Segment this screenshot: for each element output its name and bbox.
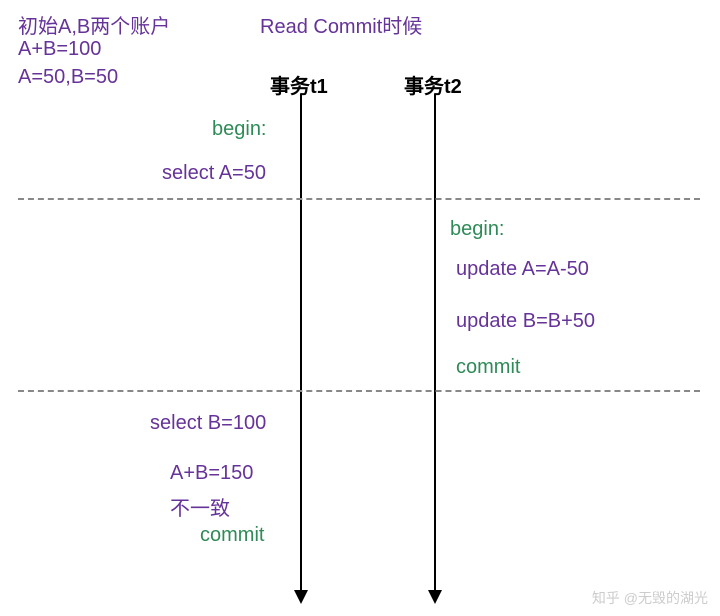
t2-update-a: update A=A-50 — [456, 258, 589, 281]
dash-2 — [18, 390, 700, 392]
timeline-t2 — [434, 94, 436, 590]
t1-inconsistent: 不一致 — [170, 492, 230, 521]
header-line3: A=50,B=50 — [18, 66, 118, 89]
watermark: 知乎 @无毁的湖光 — [592, 588, 708, 608]
t1-select-a: select A=50 — [162, 162, 266, 185]
header-line2: A+B=100 — [18, 38, 101, 61]
t2-begin: begin: — [450, 218, 505, 241]
header-title: Read Commit时候 — [260, 10, 422, 39]
timeline-t1-arrow — [294, 590, 308, 604]
timeline-t2-arrow — [428, 590, 442, 604]
t1-commit: commit — [200, 524, 264, 547]
t1-label: 事务t1 — [270, 70, 328, 99]
dash-1 — [18, 198, 700, 200]
t1-select-b: select B=100 — [150, 412, 266, 435]
header-line1: 初始A,B两个账户 — [18, 10, 170, 39]
t2-update-b: update B=B+50 — [456, 310, 595, 333]
t2-commit: commit — [456, 356, 520, 379]
t2-label: 事务t2 — [404, 70, 462, 99]
timeline-t1 — [300, 94, 302, 590]
t1-begin: begin: — [212, 118, 267, 141]
t1-sum: A+B=150 — [170, 462, 253, 485]
